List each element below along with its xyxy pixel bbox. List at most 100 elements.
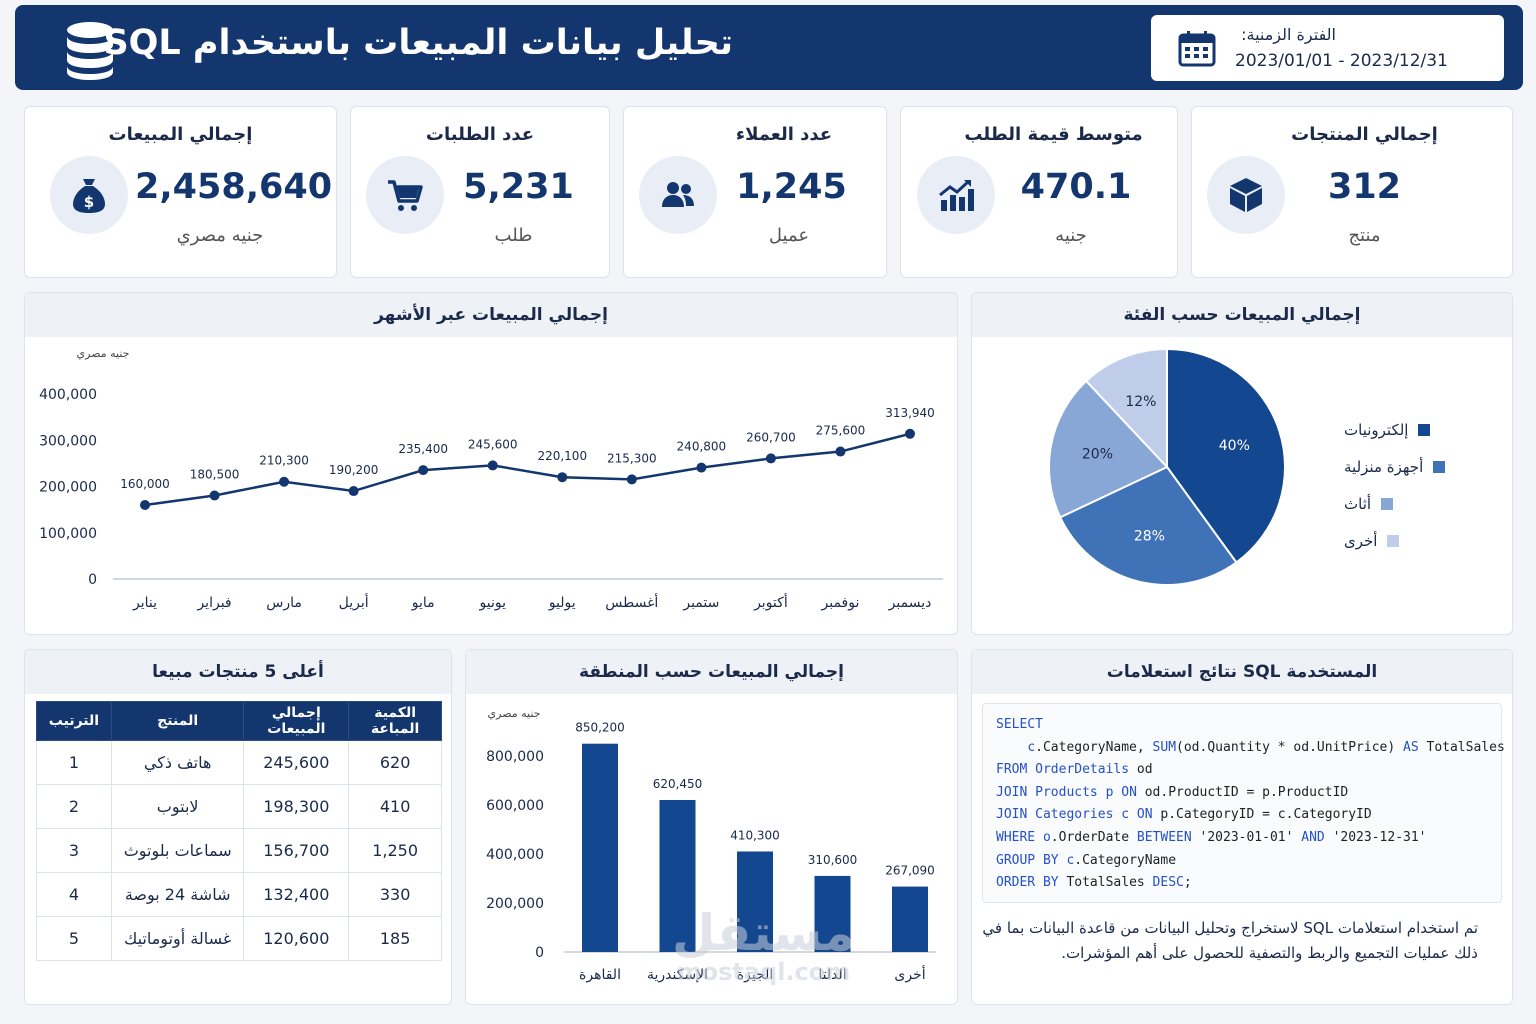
pie-slice [1084,347,1168,470]
data-label: 160,000 [120,477,170,491]
table-cell: 245,600 [243,740,350,785]
kpi-icon-circle [639,156,717,234]
table-row: 4 شاشة 24 بوصة 132,400 330 [36,872,442,917]
x-tick-label: فبراير [196,595,231,611]
legend-label: أثاث [1344,494,1372,513]
data-point [696,462,707,473]
y-tick-label: 100,000 [39,526,97,542]
header-bar: تحليل بيانات المبيعات باستخدام SQL الفتر… [15,5,1523,90]
legend-item: أثاث [1344,485,1445,522]
table-cell: 120,600 [243,916,350,961]
data-point [905,428,915,439]
data-point [626,474,637,485]
x-tick-label: أغسطس [605,593,658,611]
table-cell: 620 [348,740,442,785]
legend-swatch [1418,423,1431,436]
data-point [348,486,359,497]
pie-slice [1048,379,1169,519]
pie-slice [1058,465,1238,586]
table-cell: لابتوب [110,784,245,829]
data-label: 850,200 [575,721,625,735]
bar-chart: جنيه مصري 0 200,000 400,000 600,000 800,000 85… [486,707,936,983]
data-label: 240,800 [677,440,727,454]
period-selector[interactable]: الفترة الزمنية: 2023/01/01 - 2023/12/31 [1151,15,1504,81]
data-point [765,453,776,464]
bar [659,799,696,952]
chart-growth-icon [939,179,974,211]
x-tick-label: مارس [266,595,302,611]
bar [737,851,773,952]
y-tick-label: 800,000 [486,749,544,765]
sql-panel: نتائج استعلامات SQL المستخدمة SELECT c.C… [971,649,1513,1005]
y-tick-label: 400,000 [39,387,97,403]
x-tick-label: الجيزة [737,967,773,983]
y-axis-label: جنيه مصري [77,347,130,360]
table-cell: شاشة 24 بوصة [110,872,245,917]
x-tick-label: ديسمبر [888,595,932,611]
data-label: 275,600 [816,424,866,438]
table-cell: 198,300 [243,784,350,829]
sql-code-block[interactable]: SELECT c.CategoryName, SUM(od.Quantity *… [982,703,1505,903]
svg-text:$: $ [84,193,94,211]
data-point [487,460,498,471]
x-tick-label: أخرى [894,965,925,983]
data-label: 260,700 [746,430,796,444]
kpi-icon-circle: $ [50,156,128,234]
top-products-title: أعلى 5 منتجات مبيعا [25,650,451,694]
legend-swatch [1387,534,1400,547]
kpi-unit: عميل [768,225,810,246]
kpi-card-total-sales: إجمالي المبيعات $ 2,458,640 جنيه مصري [24,106,337,278]
data-label: 210,300 [259,454,309,468]
kpi-card-avg-order: متوسط قيمة الطلب 470.1 جنيه [900,106,1178,278]
table-cell: 1 [36,740,112,785]
table-row: 1 هاتف ذكي 245,600 620 [36,740,442,785]
kpi-title: إجمالي المبيعات [108,124,253,145]
y-tick-label: 0 [88,572,97,588]
pie-chart: 40% 28% 20% 12% [1048,347,1286,586]
kpi-icon-circle [366,156,444,234]
line-chart-title: إجمالي المبيعات عبر الأشهر [25,293,957,337]
data-label: 267,090 [885,864,935,878]
calendar-icon [1178,31,1216,67]
table-cell: 410 [348,784,442,829]
x-tick-label: الدلتا [818,967,846,983]
kpi-card-products: إجمالي المنتجات 312 منتج [1191,106,1513,278]
y-tick-label: 300,000 [39,433,97,449]
x-tick-label: يونيو [478,595,506,611]
y-axis-label: جنيه مصري [488,707,541,720]
y-tick-label: 200,000 [486,896,544,912]
data-label: 235,400 [398,442,448,456]
column-header-product: المنتج [110,701,245,741]
kpi-icon-circle [917,156,995,234]
legend-item: أجهزة منزلية [1344,448,1446,485]
data-point [835,446,846,457]
line-chart: جنيه مصري 0 100,000 200,000 300,000 400,000 16… [39,347,943,611]
users-icon [662,182,694,207]
table-cell: 1,250 [348,828,442,873]
kpi-title: عدد العملاء [735,124,833,145]
pie-chart-panel: إجمالي المبيعات حسب الفئة 40% 28% 20% 12% إ… [971,292,1513,635]
slice-label: 28% [1134,529,1165,545]
bar-chart-title: إجمالي المبيعات حسب المنطقة [466,650,957,694]
kpi-unit: منتج [1348,225,1381,246]
table-cell: هاتف ذكي [110,740,245,785]
line-chart-panel: إجمالي المبيعات عبر الأشهر جنيه مصري 0 100… [24,292,958,635]
page-title: تحليل بيانات المبيعات باستخدام SQL [103,23,733,63]
money-bag-icon: $ [73,179,105,213]
x-tick-label: يوليو [548,595,576,611]
table-row: 3 سماعات بلوتوث 156,700 1,250 [36,828,442,873]
table-cell: 2 [36,784,112,829]
table-row: 2 لابتوب 198,300 410 [36,784,442,829]
x-tick-label: أكتوبر [753,593,788,611]
table-cell: 156,700 [243,828,350,873]
data-point [418,465,429,476]
legend-item: أخرى [1344,522,1445,559]
x-tick-label: نوفمبر [821,595,860,611]
data-label: 410,300 [730,828,780,842]
kpi-card-orders: عدد الطلبات 5,231 طلب [350,106,610,278]
kpi-value: 5,231 [463,167,574,207]
slice-label: 40% [1219,438,1250,454]
kpi-title: عدد الطلبات [425,124,535,145]
database-icon [67,22,113,80]
column-header-rank: الترتيب [36,701,112,741]
